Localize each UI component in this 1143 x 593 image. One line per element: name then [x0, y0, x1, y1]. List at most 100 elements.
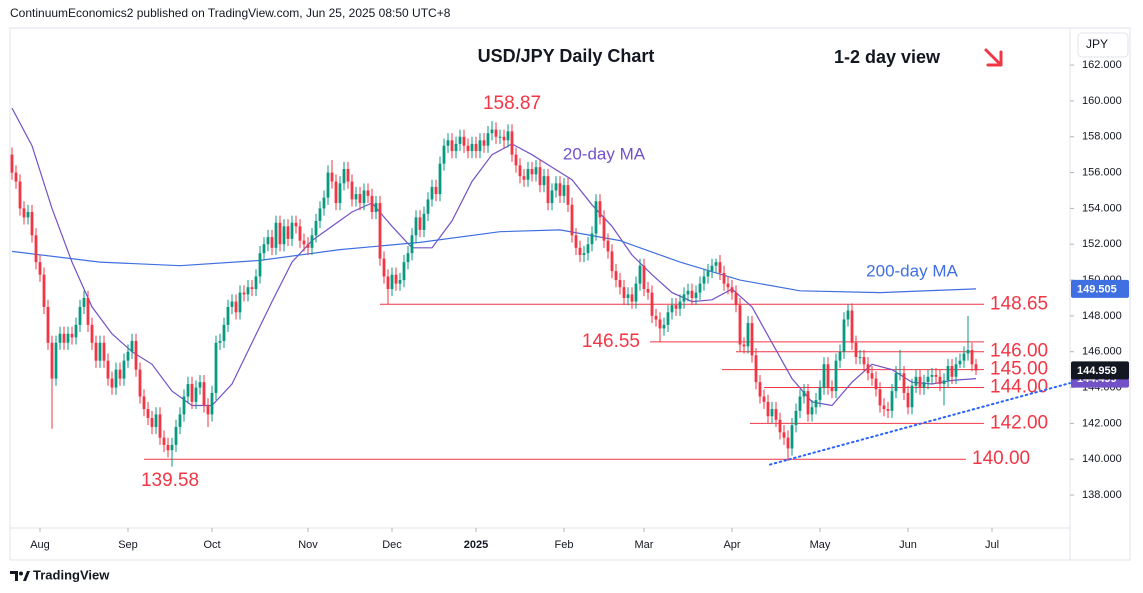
candle-body	[418, 217, 422, 230]
currency-label: JPY	[1086, 37, 1108, 51]
candle-body	[802, 391, 806, 397]
candle-body	[14, 172, 18, 182]
candle-body	[706, 271, 710, 277]
candle-body	[842, 319, 846, 352]
candle-body	[174, 426, 178, 445]
candle-body	[358, 194, 362, 204]
candle-body	[726, 283, 730, 288]
candle-body	[598, 201, 602, 218]
currency-box[interactable]	[1077, 32, 1129, 58]
candle-body	[454, 143, 458, 152]
candle-body	[510, 131, 514, 155]
candle-body	[914, 376, 918, 386]
y-tick-label: 148.000	[1082, 310, 1122, 322]
candle-body	[498, 136, 502, 138]
candle-body	[442, 145, 446, 164]
view-arrow	[984, 48, 1003, 67]
candle-body	[470, 143, 474, 152]
tradingview-logo[interactable]: TradingView	[10, 567, 110, 582]
candle-body	[466, 145, 470, 152]
level-label: 148.65	[990, 293, 1048, 314]
candle-body	[946, 366, 950, 381]
candle-body	[878, 389, 882, 406]
candle-body	[62, 333, 66, 343]
candle-body	[754, 355, 758, 383]
candle-body	[426, 199, 430, 214]
candle-body	[678, 301, 682, 309]
candle-body	[182, 396, 186, 415]
candle-body	[218, 340, 222, 343]
candle-body	[102, 342, 106, 361]
ma-label: 20-day MA	[563, 144, 646, 163]
candle-body	[830, 387, 834, 392]
candle-body	[406, 253, 410, 263]
candle-body	[462, 136, 466, 146]
y-tick-label: 146.000	[1082, 346, 1122, 358]
candle-body	[710, 265, 714, 272]
candle-body	[586, 244, 590, 254]
candle-body	[814, 400, 818, 408]
candle-body	[930, 375, 934, 377]
candle-body	[478, 140, 482, 152]
candle-body	[138, 369, 142, 397]
chart-title: USD/JPY Daily Chart	[478, 46, 655, 66]
candle-body	[378, 203, 382, 259]
candle-body	[770, 409, 774, 417]
candle-body	[398, 280, 402, 284]
candle-body	[162, 437, 166, 445]
candle-body	[506, 131, 510, 141]
candle-body	[822, 364, 826, 388]
x-tick-label: Jul	[985, 539, 999, 551]
candle-body	[38, 262, 42, 275]
candle-body	[898, 373, 902, 375]
candle-body	[530, 168, 534, 175]
candle-body	[70, 333, 74, 338]
candle-body	[974, 364, 978, 371]
candle-body	[238, 292, 242, 313]
candle-body	[286, 226, 290, 239]
ma-label: 200-day MA	[866, 261, 958, 280]
candle-body	[446, 140, 450, 146]
candle-body	[742, 344, 746, 347]
candle-body	[858, 357, 862, 359]
candle-body	[226, 306, 230, 325]
candle-body	[758, 382, 762, 397]
candle-body	[370, 195, 374, 212]
candle-body	[662, 324, 666, 329]
x-tick-label: Dec	[382, 539, 402, 551]
candle-body	[542, 176, 546, 186]
candle-body	[26, 211, 30, 218]
candle-body	[262, 244, 266, 254]
level-label: 146.55	[582, 331, 640, 352]
x-tick-label: Apr	[723, 539, 740, 551]
candle-body	[326, 172, 330, 198]
candle-body	[666, 312, 670, 325]
candle-body	[730, 287, 734, 293]
candle-body	[98, 342, 102, 361]
candle-body	[638, 265, 642, 284]
candle-body	[590, 233, 594, 245]
candle-body	[786, 437, 790, 449]
candle-body	[698, 283, 702, 293]
candle-body	[430, 186, 434, 200]
candle-body	[94, 342, 98, 361]
candle-body	[438, 163, 442, 195]
y-tick-label: 138.000	[1082, 489, 1122, 501]
candle-body	[350, 181, 354, 200]
x-tick-label: Aug	[30, 539, 50, 551]
candle-body	[790, 425, 794, 449]
candle-body	[778, 419, 782, 433]
x-tick-label: Jun	[899, 539, 917, 551]
candle-body	[926, 376, 930, 383]
candle-body	[910, 385, 914, 408]
candle-body	[870, 373, 874, 379]
candle-body	[690, 290, 694, 298]
candle-body	[518, 165, 522, 177]
candle-body	[962, 353, 966, 361]
candle-body	[486, 133, 490, 146]
candle-body	[414, 217, 418, 236]
candle-body	[190, 383, 194, 402]
level-label: 145.00	[990, 359, 1048, 380]
